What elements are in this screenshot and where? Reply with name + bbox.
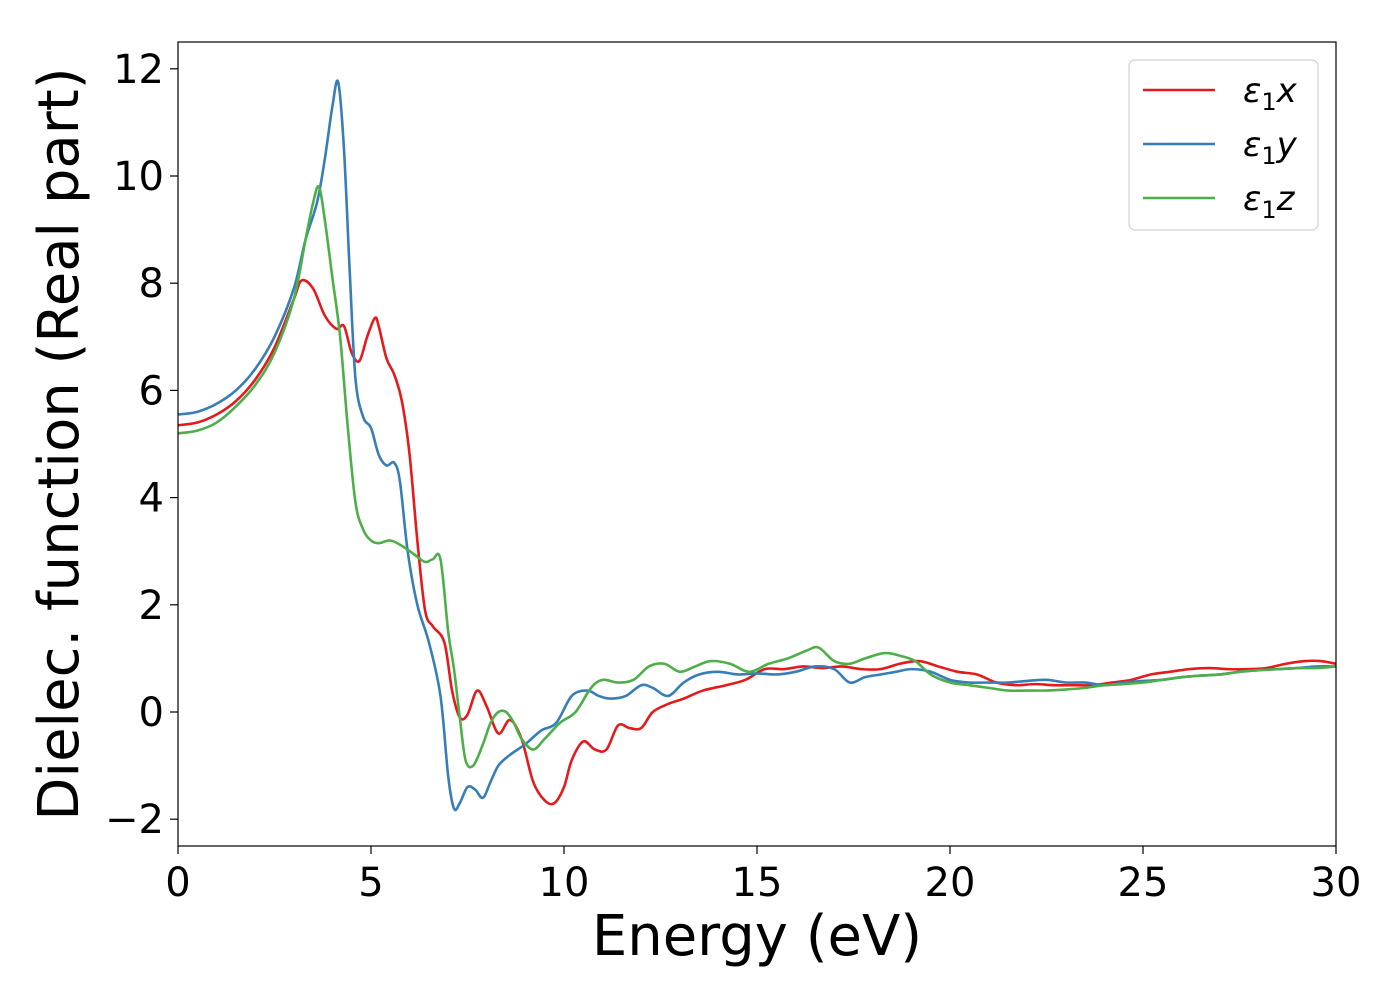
y-tick-label: 12 — [113, 47, 164, 93]
x-tick-label: 30 — [1311, 860, 1362, 906]
x-axis-label: Energy (eV) — [592, 904, 922, 969]
series-line-y — [178, 79, 1336, 812]
legend-label-y: ε1y — [1243, 125, 1298, 170]
legend-label-x: ε1x — [1243, 71, 1298, 116]
lines-layer — [178, 79, 1336, 812]
x-tick-label: 20 — [925, 860, 976, 906]
x-tick-label: 10 — [539, 860, 590, 906]
x-tick-label: 5 — [358, 860, 383, 906]
x-tick-label: 25 — [1118, 860, 1169, 906]
y-tick-label: 8 — [139, 261, 164, 307]
legend: ε1x ε1y ε1z — [1128, 59, 1319, 231]
series-line-z — [178, 184, 1336, 769]
y-tick-label: 2 — [139, 583, 164, 629]
y-tick-label: 6 — [139, 368, 164, 414]
y-tick-label: 4 — [139, 476, 164, 522]
y-axis-label: Dielec. function (Real part) — [27, 67, 92, 820]
x-tick-label: 15 — [732, 860, 783, 906]
y-tick-label: 0 — [139, 690, 164, 736]
y-tick-label: −2 — [105, 797, 164, 843]
legend-box — [1128, 59, 1319, 231]
y-tick-label: 10 — [113, 154, 164, 200]
series-line-x — [178, 278, 1336, 806]
legend-label-z: ε1z — [1243, 179, 1296, 224]
x-tick-label: 0 — [165, 860, 190, 906]
